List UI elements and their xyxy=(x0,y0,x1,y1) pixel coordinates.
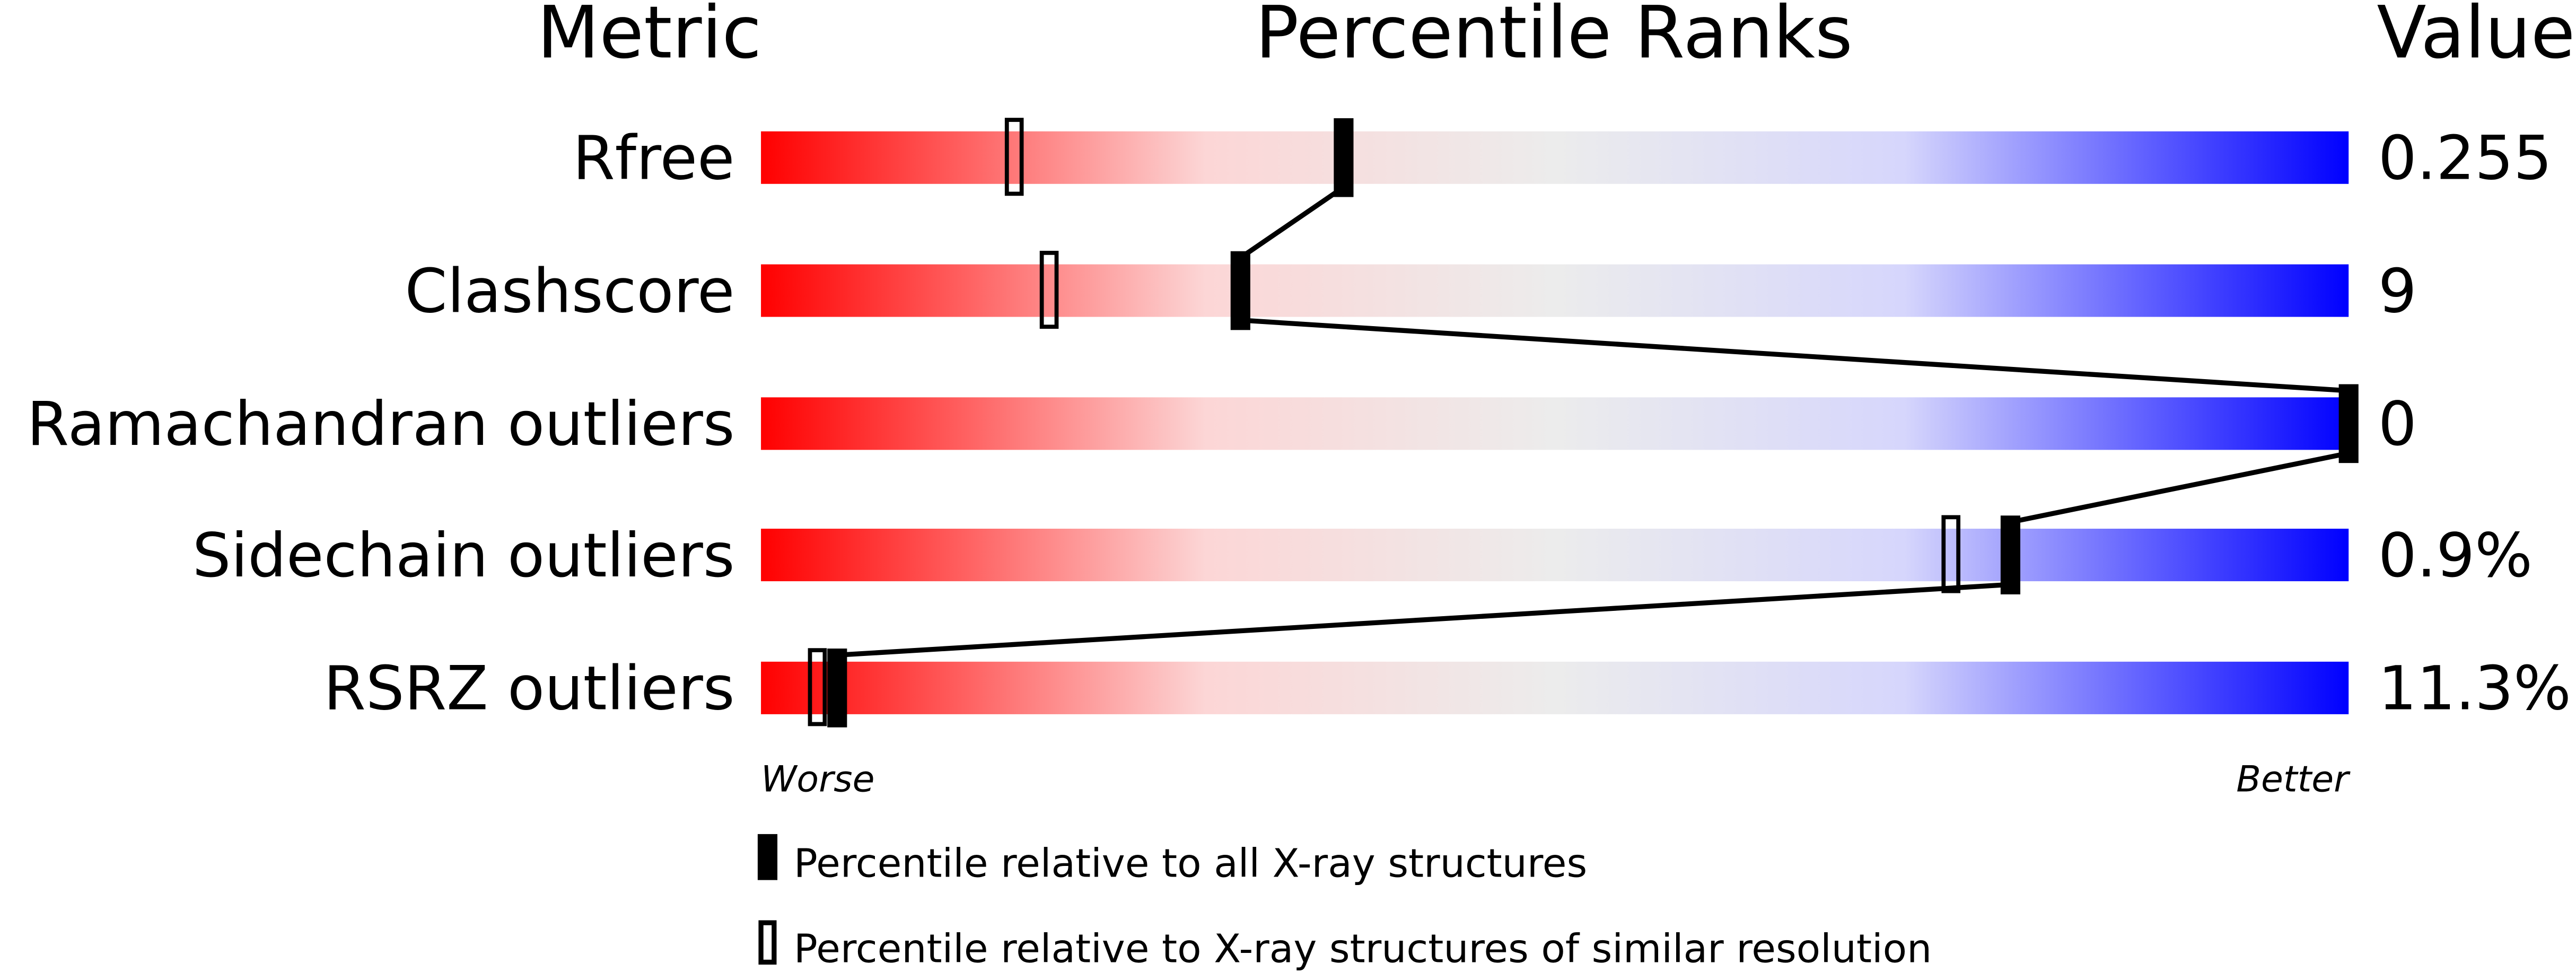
all-structures-marker xyxy=(1230,251,1250,330)
metric-value: 9 xyxy=(2378,256,2417,327)
percentile-bar xyxy=(761,264,2349,317)
percentile-bar xyxy=(761,661,2349,714)
axis-label-better: Better xyxy=(2236,758,2351,800)
legend-label-similar: Percentile relative to X-ray structures … xyxy=(794,925,1932,971)
metric-label: Rfree xyxy=(573,123,734,194)
metric-value: 0.9% xyxy=(2378,521,2533,591)
metric-label: Ramachandran outliers xyxy=(27,389,735,460)
similar-resolution-marker xyxy=(808,648,827,726)
similar-resolution-marker xyxy=(1941,515,1961,593)
metric-value: 0.255 xyxy=(2378,123,2552,194)
all-structures-marker xyxy=(2000,515,2021,594)
metric-label: Sidechain outliers xyxy=(192,521,735,591)
connector-line xyxy=(837,582,2011,658)
similar-resolution-marker xyxy=(1039,250,1059,329)
all-structures-marker xyxy=(1334,118,1354,197)
percentile-bar xyxy=(761,131,2349,184)
percentile-bar xyxy=(761,397,2349,450)
connector-line xyxy=(1240,318,2349,393)
axis-label-worse: Worse xyxy=(761,758,874,800)
metric-value: 11.3% xyxy=(2378,654,2571,724)
legend-filled-marker xyxy=(757,834,778,880)
connector-line xyxy=(1239,185,1345,260)
header-value: Value xyxy=(2377,0,2575,75)
percentile-bar xyxy=(761,529,2349,582)
metric-value: 0 xyxy=(2378,389,2417,460)
legend-open-marker xyxy=(758,920,777,965)
all-structures-marker xyxy=(827,649,847,728)
similar-resolution-marker xyxy=(1004,118,1024,196)
all-structures-marker xyxy=(2338,384,2359,463)
metric-label: RSRZ outliers xyxy=(323,654,734,724)
header-percentile-ranks: Percentile Ranks xyxy=(1255,0,1853,75)
header-metric: Metric xyxy=(537,0,761,75)
metric-label: Clashscore xyxy=(405,256,734,327)
legend-label-all: Percentile relative to all X-ray structu… xyxy=(794,840,1587,886)
connector-line xyxy=(2010,451,2350,525)
